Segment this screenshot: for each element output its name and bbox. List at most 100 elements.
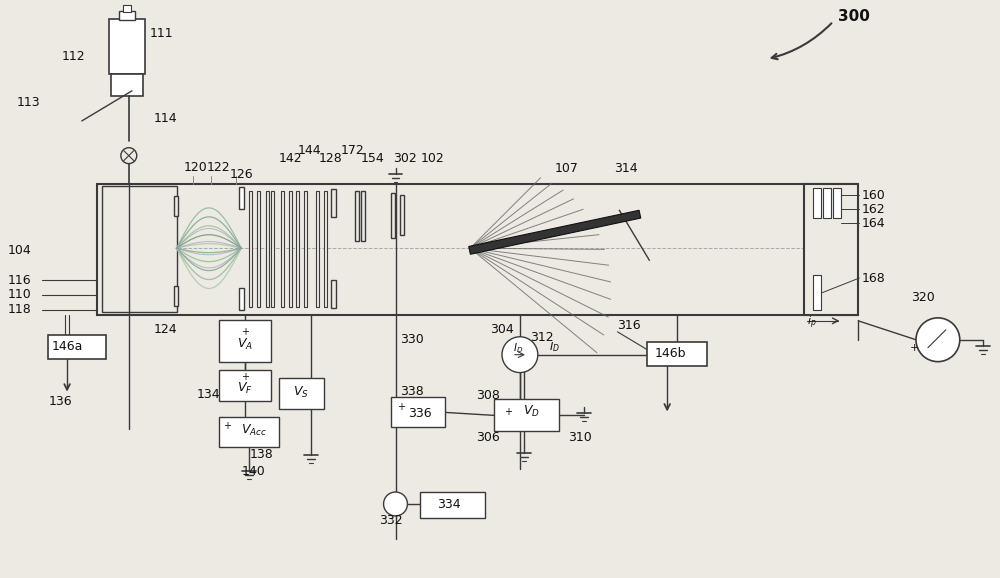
- Bar: [174, 197, 178, 216]
- Text: 102: 102: [420, 152, 444, 165]
- Bar: [813, 275, 821, 310]
- Text: 312: 312: [530, 331, 553, 344]
- Bar: [400, 195, 404, 235]
- Bar: [296, 191, 299, 307]
- Text: 160: 160: [861, 189, 885, 202]
- Text: 107: 107: [555, 162, 579, 175]
- Bar: [391, 398, 445, 427]
- Bar: [289, 191, 292, 307]
- Text: 308: 308: [476, 389, 500, 402]
- Bar: [239, 288, 244, 310]
- Bar: [813, 188, 821, 218]
- Text: 118: 118: [7, 303, 31, 316]
- Text: 111: 111: [150, 27, 173, 40]
- Text: 168: 168: [861, 272, 885, 284]
- Text: 104: 104: [7, 244, 31, 257]
- Bar: [174, 286, 178, 306]
- Text: +: +: [241, 372, 249, 381]
- Text: +: +: [241, 327, 249, 337]
- Bar: [324, 191, 327, 307]
- Bar: [304, 191, 307, 307]
- Text: 338: 338: [400, 385, 424, 398]
- Text: 146b: 146b: [654, 347, 686, 360]
- Bar: [833, 188, 841, 218]
- Text: 146a: 146a: [52, 340, 84, 353]
- Text: 300: 300: [838, 9, 870, 24]
- Bar: [219, 320, 271, 362]
- Bar: [97, 183, 856, 315]
- Text: $I_D$: $I_D$: [513, 342, 523, 355]
- Text: 164: 164: [861, 217, 885, 230]
- Bar: [271, 191, 274, 307]
- Text: 110: 110: [7, 288, 31, 302]
- Bar: [823, 188, 831, 218]
- Text: 314: 314: [614, 162, 638, 175]
- Bar: [361, 191, 365, 241]
- Text: $I_D$: $I_D$: [549, 340, 560, 354]
- Bar: [279, 377, 324, 409]
- Bar: [109, 19, 145, 74]
- Bar: [647, 342, 707, 366]
- Bar: [257, 191, 260, 307]
- Text: 138: 138: [249, 448, 273, 461]
- Text: 120: 120: [184, 161, 207, 174]
- Text: 144: 144: [298, 144, 322, 157]
- Bar: [123, 5, 131, 12]
- Text: 140: 140: [241, 465, 265, 477]
- Text: 336: 336: [408, 407, 432, 420]
- Bar: [219, 417, 279, 447]
- Bar: [266, 191, 269, 307]
- Text: +: +: [910, 343, 919, 353]
- Text: +: +: [397, 402, 405, 413]
- Bar: [249, 191, 252, 307]
- Text: $V_S$: $V_S$: [293, 384, 309, 399]
- Text: 310: 310: [568, 431, 591, 444]
- Text: 302: 302: [394, 152, 417, 165]
- Text: 304: 304: [490, 323, 514, 336]
- Bar: [239, 187, 244, 209]
- Bar: [331, 190, 336, 217]
- Bar: [494, 399, 559, 431]
- Text: 134: 134: [196, 388, 220, 401]
- Circle shape: [916, 318, 960, 362]
- Bar: [316, 191, 319, 307]
- Text: $V_F$: $V_F$: [237, 380, 253, 395]
- Text: 320: 320: [911, 291, 935, 305]
- Bar: [355, 191, 359, 241]
- Bar: [331, 280, 336, 308]
- Text: 172: 172: [341, 144, 365, 157]
- Circle shape: [384, 492, 407, 516]
- Bar: [219, 369, 271, 402]
- Bar: [281, 191, 284, 307]
- Text: $V_D$: $V_D$: [523, 405, 540, 420]
- Bar: [804, 183, 858, 315]
- Bar: [111, 74, 143, 96]
- Bar: [391, 194, 395, 238]
- Text: 122: 122: [206, 161, 230, 174]
- Text: $V_{Acc}$: $V_{Acc}$: [241, 423, 267, 438]
- Bar: [48, 335, 106, 359]
- Text: 334: 334: [437, 498, 461, 512]
- Text: 116: 116: [7, 273, 31, 287]
- Bar: [119, 12, 135, 20]
- Text: $V_A$: $V_A$: [237, 337, 253, 352]
- Text: 114: 114: [154, 112, 177, 125]
- Circle shape: [121, 148, 137, 164]
- Text: 330: 330: [400, 334, 424, 346]
- Text: 306: 306: [476, 431, 500, 444]
- Circle shape: [502, 337, 538, 373]
- Text: 124: 124: [154, 323, 177, 336]
- Text: 154: 154: [361, 152, 384, 165]
- Text: 112: 112: [62, 50, 86, 62]
- Text: 113: 113: [16, 97, 40, 109]
- Text: 162: 162: [861, 203, 885, 216]
- Polygon shape: [469, 210, 641, 254]
- Text: 332: 332: [379, 514, 402, 527]
- Text: +: +: [504, 407, 512, 417]
- Text: $i_p$: $i_p$: [807, 314, 816, 331]
- Text: +: +: [223, 421, 231, 431]
- Text: 126: 126: [229, 168, 253, 181]
- Text: 128: 128: [319, 152, 343, 165]
- Text: 136: 136: [48, 395, 72, 408]
- Bar: [102, 187, 177, 312]
